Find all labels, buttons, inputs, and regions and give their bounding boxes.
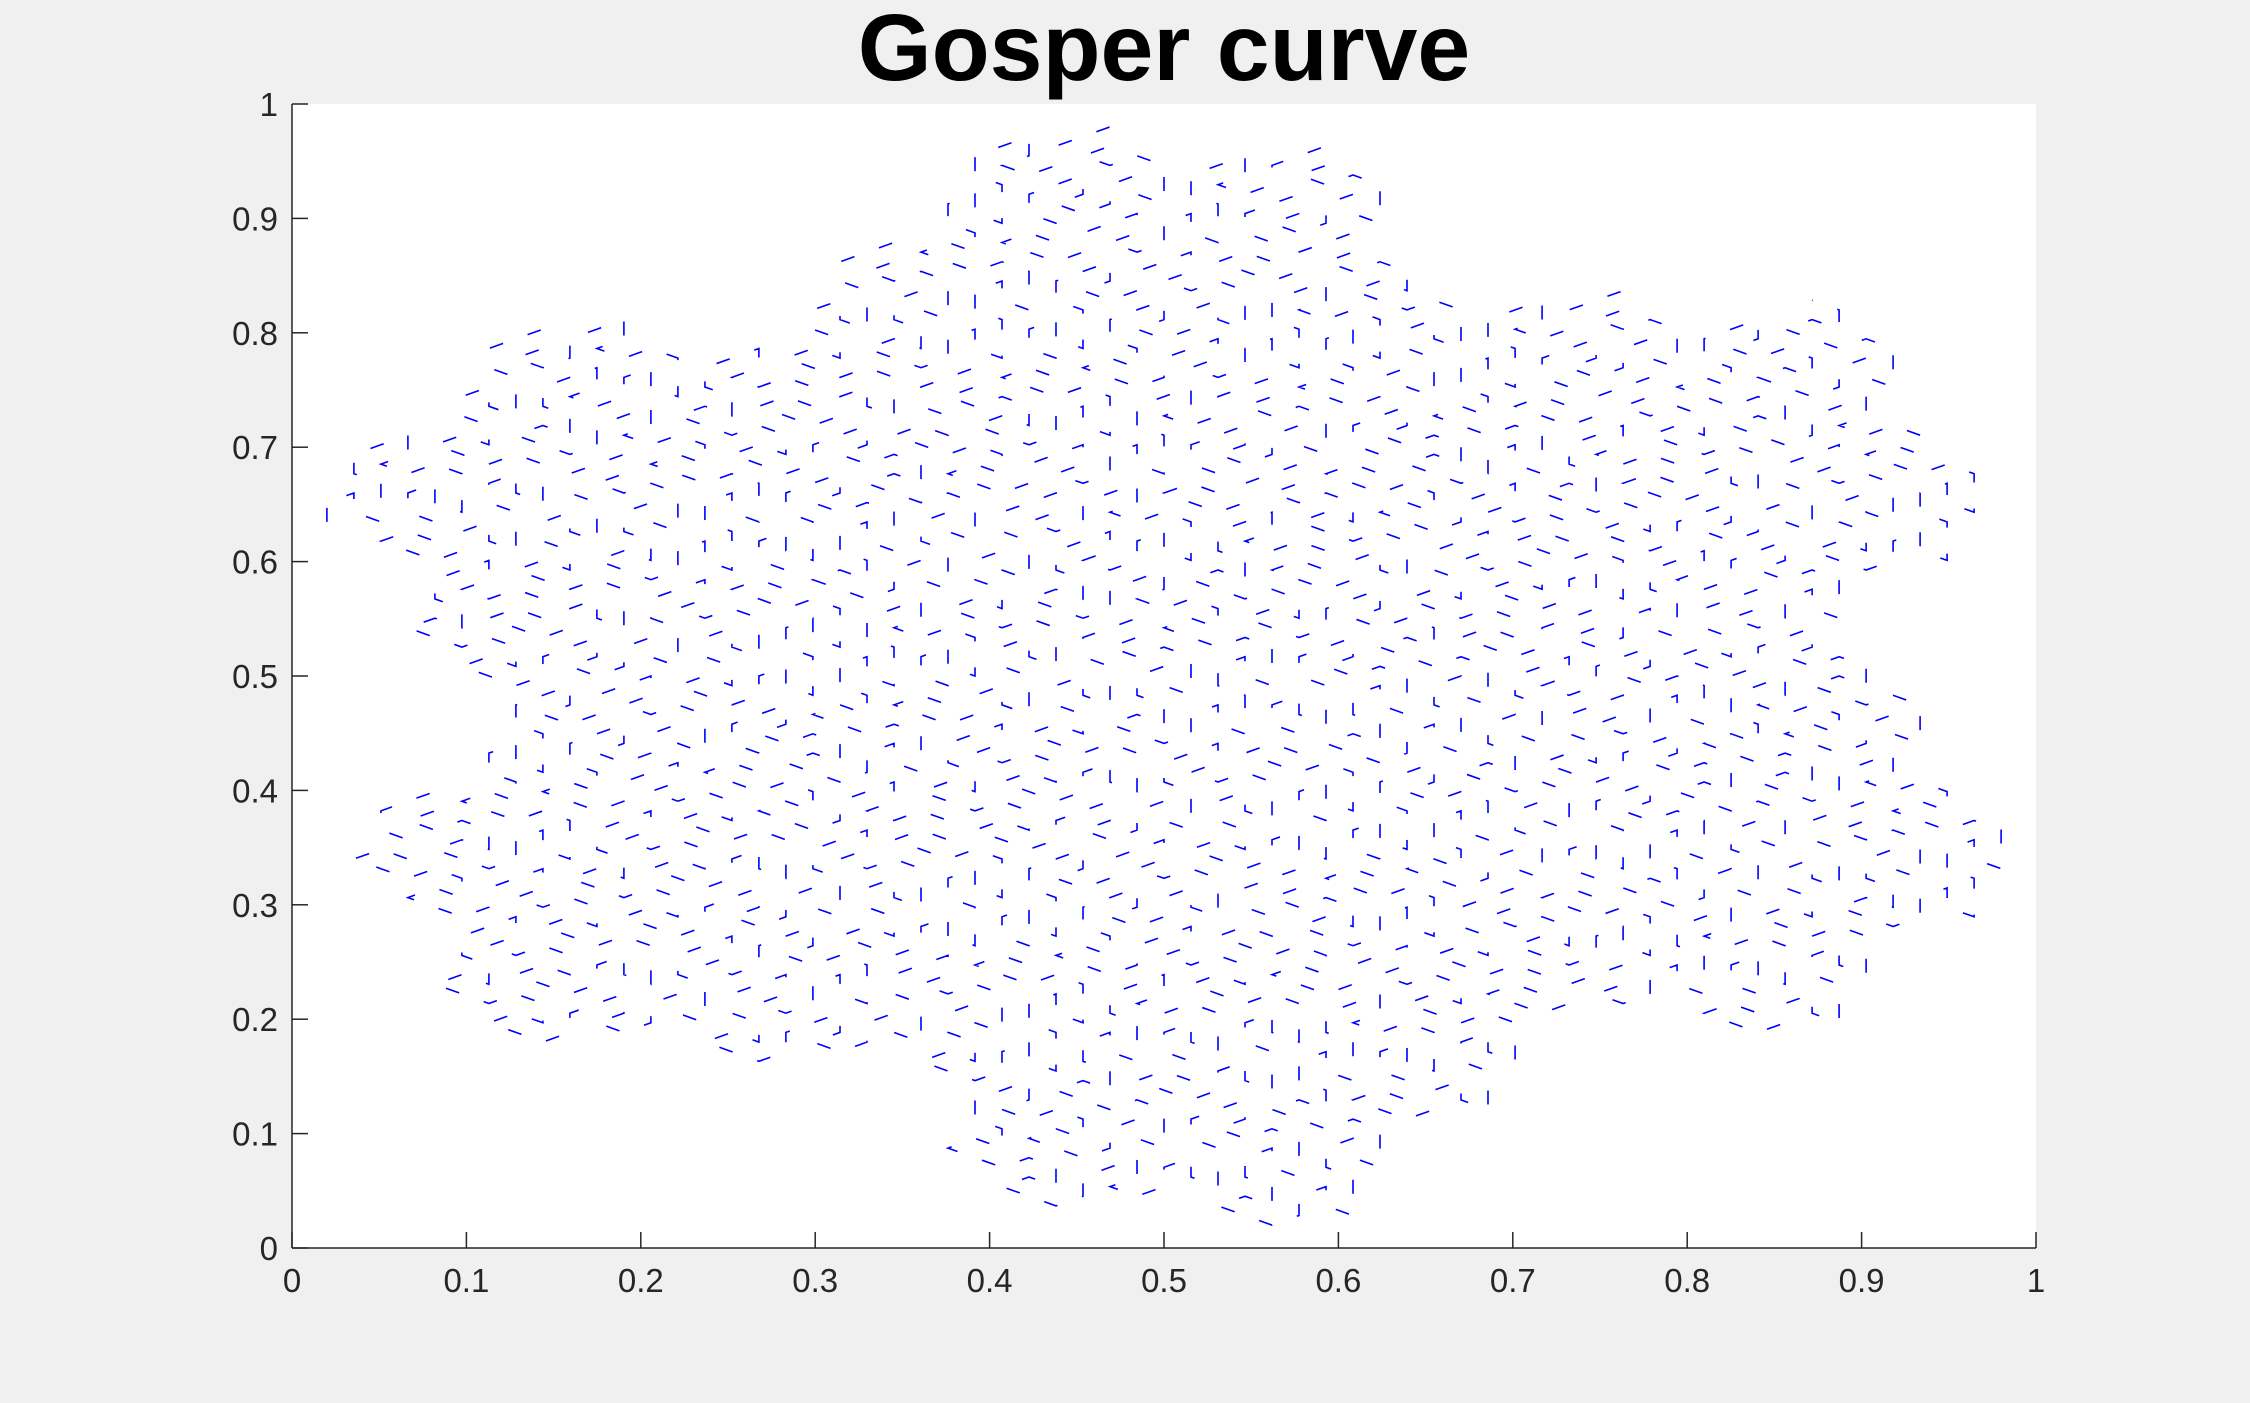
y-tick-label: 0.6 bbox=[232, 544, 278, 581]
x-tick-label: 0.2 bbox=[618, 1262, 664, 1299]
x-tick-label: 0.3 bbox=[792, 1262, 838, 1299]
y-tick-label: 0.4 bbox=[232, 772, 278, 809]
y-tick-label: 0.9 bbox=[232, 200, 278, 237]
y-tick-label: 0.7 bbox=[232, 429, 278, 466]
x-tick-label: 0 bbox=[283, 1262, 301, 1299]
x-tick-label: 0.4 bbox=[967, 1262, 1013, 1299]
y-tick-label: 0.5 bbox=[232, 658, 278, 695]
x-tick-label: 0.8 bbox=[1664, 1262, 1710, 1299]
chart-title: Gosper curve bbox=[858, 0, 1471, 101]
x-tick-label: 0.9 bbox=[1839, 1262, 1885, 1299]
y-tick-label: 0.3 bbox=[232, 887, 278, 924]
y-tick-label: 1 bbox=[260, 86, 278, 123]
x-axis-ticks: 0 0.1 0.2 0.3 0.4 0.5 0.6 0.7 0.8 0.9 1 bbox=[283, 1232, 2045, 1299]
x-tick-label: 1 bbox=[2027, 1262, 2045, 1299]
y-tick-label: 0.1 bbox=[232, 1116, 278, 1153]
x-tick-label: 0.5 bbox=[1141, 1262, 1187, 1299]
x-tick-label: 0.6 bbox=[1315, 1262, 1361, 1299]
y-tick-label: 0 bbox=[260, 1230, 278, 1267]
x-tick-label: 0.7 bbox=[1490, 1262, 1536, 1299]
y-axis-ticks: 0 0.1 0.2 0.3 0.4 0.5 0.6 0.7 0.8 0.9 1 bbox=[232, 86, 308, 1267]
gosper-curve-line bbox=[326, 125, 2002, 1226]
x-tick-label: 0.1 bbox=[443, 1262, 489, 1299]
y-tick-label: 0.8 bbox=[232, 315, 278, 352]
plot-area bbox=[292, 104, 2036, 1248]
y-tick-label: 0.2 bbox=[232, 1001, 278, 1038]
gosper-curve-layer bbox=[326, 125, 2002, 1226]
